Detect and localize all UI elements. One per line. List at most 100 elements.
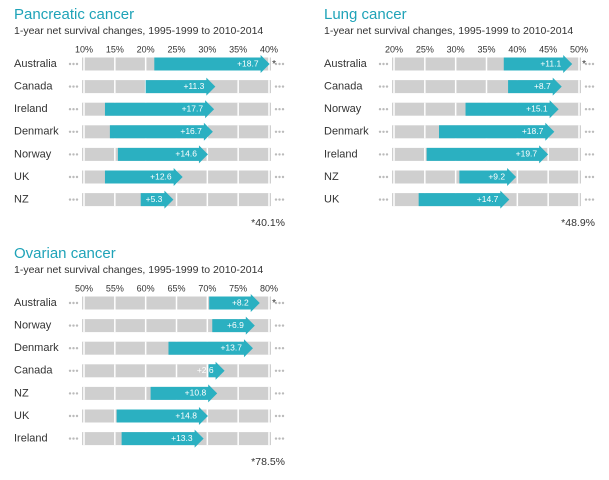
dot [278, 108, 281, 111]
dot [385, 153, 389, 156]
dot [68, 198, 72, 201]
category-label: Australia [14, 297, 58, 309]
dot [591, 198, 595, 201]
value-label: +19.7 [516, 149, 538, 159]
x-tick-label: 70% [198, 283, 216, 293]
dot [378, 175, 382, 179]
dot [382, 108, 385, 111]
arrow [140, 190, 174, 209]
dot [72, 301, 75, 305]
category-label: Canada [324, 81, 363, 93]
dot [278, 437, 281, 440]
category-label: UK [14, 410, 30, 422]
dot [278, 301, 281, 305]
x-tick-label: 65% [167, 283, 185, 293]
dot [378, 153, 382, 156]
value-label: +8.7 [534, 81, 551, 91]
dot [68, 437, 72, 440]
arrow [508, 77, 562, 96]
value-label: +9.2 [488, 171, 505, 181]
category-label: UK [14, 171, 30, 183]
value-label: +5.3 [146, 194, 163, 204]
arrow [208, 361, 225, 380]
x-tick-label: 45% [539, 44, 557, 54]
dot [385, 198, 389, 201]
dot [278, 324, 281, 327]
dot [588, 85, 591, 88]
dot [274, 437, 278, 440]
dot [68, 85, 72, 88]
dot [591, 175, 595, 179]
dot [378, 108, 382, 111]
dot [382, 85, 385, 88]
x-tick-label: 35% [229, 44, 247, 54]
dot [382, 153, 385, 156]
dot [281, 153, 285, 156]
dot [385, 130, 389, 133]
chart-subtitle: 1-year net survival changes, 1995-1999 t… [14, 25, 263, 37]
arrow [439, 122, 555, 141]
dot [68, 153, 72, 156]
dot [72, 369, 75, 372]
dot [281, 175, 285, 179]
arrow [109, 122, 213, 141]
note: *48.9% [561, 217, 595, 229]
category-label: NZ [14, 387, 29, 399]
dot [274, 108, 278, 111]
marker: * [272, 297, 276, 309]
dot [274, 153, 278, 156]
arrow [209, 294, 260, 312]
dot [274, 175, 278, 179]
dot [281, 85, 285, 88]
dot [588, 198, 591, 201]
dot [584, 108, 588, 111]
dot [75, 85, 79, 88]
category-label: Australia [14, 58, 58, 70]
category-label: Denmark [14, 342, 59, 354]
dot [72, 392, 75, 395]
dot [72, 153, 75, 156]
dot [68, 347, 72, 350]
dot [274, 85, 278, 88]
dot [584, 153, 588, 156]
value-label: +14.8 [175, 410, 197, 420]
value-label: +16.7 [180, 126, 202, 136]
category-label: Ireland [324, 148, 358, 160]
x-tick-label: 30% [447, 44, 465, 54]
dot [591, 62, 595, 66]
category-label: Denmark [14, 126, 59, 138]
dot [72, 324, 75, 327]
dot [72, 175, 75, 179]
value-label: +2.6 [197, 365, 214, 375]
dot [591, 130, 595, 133]
dot [72, 437, 75, 440]
dot [72, 62, 75, 66]
arrow [104, 168, 183, 186]
dot [72, 198, 75, 201]
dot [588, 130, 591, 133]
arrow [154, 55, 270, 73]
value-label: +15.1 [526, 103, 548, 113]
arrow [503, 55, 573, 73]
value-label: +13.7 [220, 342, 242, 352]
arrow [426, 145, 549, 164]
dot [281, 198, 285, 201]
dot [274, 347, 278, 350]
category-label: Ireland [14, 433, 48, 445]
dot [278, 130, 281, 133]
dot [382, 130, 385, 133]
value-label: +8.2 [232, 297, 249, 307]
dot [385, 62, 389, 66]
arrow [117, 145, 208, 164]
chart-title: Lung cancer [324, 6, 407, 23]
dot [278, 392, 281, 395]
value-label: +18.7 [522, 126, 544, 136]
value-label: +18.7 [237, 58, 259, 68]
marker: * [272, 58, 276, 70]
value-label: +11.1 [540, 58, 561, 68]
chart-title: Ovarian cancer [14, 245, 116, 262]
dot [68, 392, 72, 395]
dot [274, 369, 278, 372]
arrow [212, 316, 255, 335]
